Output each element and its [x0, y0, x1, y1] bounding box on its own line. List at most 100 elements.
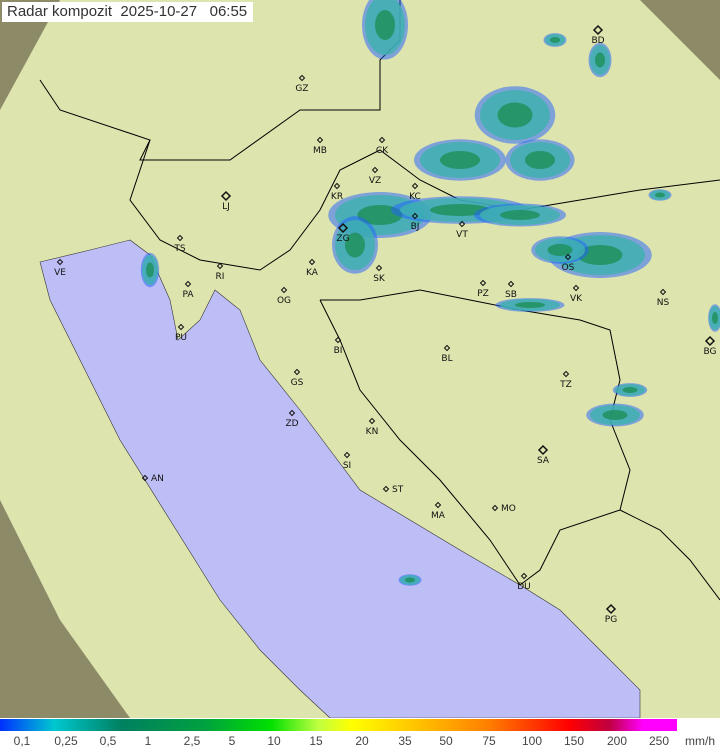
city-label: VT — [456, 230, 468, 240]
city-kc: KC — [409, 182, 421, 202]
city-gs: GS — [291, 368, 304, 388]
city-si: SI — [343, 451, 351, 471]
city-ck: CK — [376, 136, 389, 156]
legend-label: 0,5 — [99, 734, 117, 748]
city-marker-icon — [605, 603, 617, 615]
legend-label: 75 — [482, 734, 496, 748]
city-ma: MA — [431, 501, 446, 521]
city-markers: GZ MB CK VZ KR KC LJ BJ ZG VT TS VE RI KA SK PA OG PZ SB OS… — [54, 24, 717, 625]
city-gz: GZ — [295, 74, 309, 94]
radar-echo — [375, 10, 395, 40]
city-label: NS — [657, 298, 670, 308]
city-marker-icon — [434, 501, 442, 509]
city-marker-icon — [368, 417, 376, 425]
city-label: VK — [570, 294, 583, 304]
city-label: OS — [562, 263, 575, 273]
radar-echo — [345, 232, 365, 258]
city-marker-icon — [411, 182, 419, 190]
city-marker-icon — [177, 323, 185, 331]
city-label: BJ — [411, 222, 420, 232]
city-pu: PU — [175, 323, 187, 343]
city-label: MO — [501, 504, 516, 514]
city-ri: RI — [216, 262, 224, 282]
city-marker-icon — [334, 336, 342, 344]
city-sa: SA — [537, 444, 550, 466]
radar-echo — [547, 244, 573, 256]
city-label: AN — [151, 474, 164, 484]
city-os: OS — [562, 253, 575, 273]
radar-echo — [550, 37, 560, 43]
city-marker-icon — [375, 264, 383, 272]
city-ka: KA — [306, 258, 319, 278]
city-marker-icon — [288, 409, 296, 417]
city-ts: TS — [173, 234, 186, 254]
legend-label: 1 — [144, 734, 152, 748]
city-label: PA — [182, 290, 194, 300]
city-marker-icon — [537, 444, 549, 456]
city-label: KC — [409, 192, 421, 202]
city-marker-icon — [337, 222, 349, 234]
city-lj: LJ — [220, 190, 232, 212]
radar-echo — [525, 151, 555, 169]
city-label: PU — [175, 333, 187, 343]
city-label: BI — [334, 346, 343, 356]
radar-echo — [712, 312, 718, 324]
city-marker-icon — [343, 451, 351, 459]
city-marker-icon — [293, 368, 301, 376]
city-marker-icon — [382, 485, 390, 493]
radar-echo — [515, 302, 545, 308]
city-marker-icon — [378, 136, 386, 144]
city-bg: BG — [704, 335, 717, 357]
city-du: DU — [517, 572, 531, 592]
legend-label: 150 — [563, 734, 585, 748]
sea — [39, 239, 641, 718]
city-marker-icon — [333, 182, 341, 190]
city-marker-icon — [280, 286, 288, 294]
city-marker-icon — [572, 284, 580, 292]
radar-map: GZ MB CK VZ KR KC LJ BJ ZG VT TS VE RI KA SK PA OG PZ SB OS… — [0, 0, 720, 718]
radar-echo — [500, 210, 540, 220]
city-label: BG — [704, 347, 717, 357]
city-pz: PZ — [477, 279, 489, 299]
city-marker-icon — [141, 474, 149, 482]
radar-echo — [146, 262, 154, 278]
legend-label: 0,1 — [13, 734, 31, 748]
city-label: BD — [591, 36, 604, 46]
city-vt: VT — [456, 220, 468, 240]
city-vk: VK — [570, 284, 583, 304]
city-sk: SK — [373, 264, 386, 284]
city-marker-icon — [491, 504, 499, 512]
city-marker-icon — [507, 280, 515, 288]
city-marker-icon — [216, 262, 224, 270]
city-bi: BI — [334, 336, 343, 356]
city-bl: BL — [441, 344, 453, 364]
city-pg: PG — [605, 603, 617, 625]
city-label: ST — [392, 485, 404, 495]
city-label: TS — [173, 244, 185, 254]
legend-label: 2,5 — [183, 734, 201, 748]
city-label: VZ — [369, 176, 381, 186]
legend-label: 5 — [228, 734, 236, 748]
city-st: ST — [382, 485, 404, 495]
legend-labels: 0,1 0,25 0,5 1 2,5 5 10 15 20 35 50 75 100 150 200 250 m… — [0, 734, 720, 750]
radar-echo — [655, 192, 665, 198]
city-zd: ZD — [285, 409, 299, 429]
city-label: KN — [366, 427, 379, 437]
city-label: ZD — [285, 419, 298, 429]
city-og: OG — [277, 286, 291, 306]
radar-echo — [497, 102, 533, 128]
legend-label: 35 — [398, 734, 412, 748]
city-label: VE — [54, 268, 66, 278]
radar-echoes — [140, 0, 720, 586]
city-marker-icon — [316, 136, 324, 144]
city-marker-icon — [220, 190, 232, 202]
city-label: KA — [306, 268, 319, 278]
radar-echo — [602, 410, 628, 420]
radar-echo — [622, 387, 638, 393]
city-label: ZG — [336, 234, 349, 244]
city-zg: ZG — [336, 222, 350, 244]
legend-label: 250 — [648, 734, 670, 748]
city-label: PG — [605, 615, 617, 625]
city-marker-icon — [704, 335, 716, 347]
precipitation-color-scale — [0, 719, 677, 731]
